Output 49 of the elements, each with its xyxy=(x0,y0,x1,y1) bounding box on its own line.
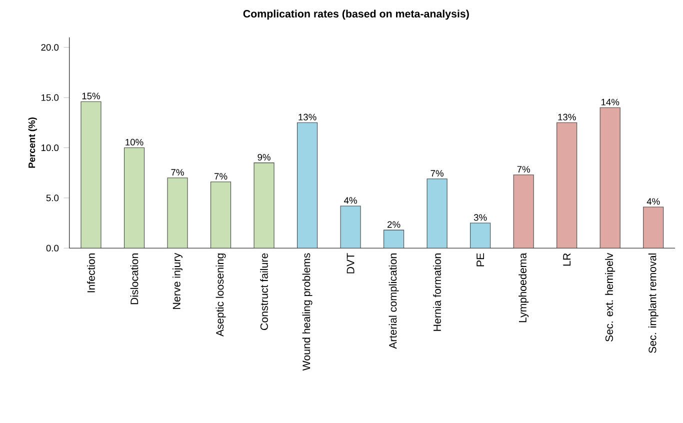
x-tick-label: Wound healing problems xyxy=(302,253,312,371)
bar xyxy=(210,182,232,248)
bar xyxy=(426,178,448,248)
x-tick-label: DVT xyxy=(346,253,354,274)
bar xyxy=(643,206,664,248)
data-label: 7% xyxy=(214,173,228,180)
x-tick-label: Arterial complication xyxy=(388,254,399,349)
data-label: 7% xyxy=(430,170,444,177)
x-tick-label: LR xyxy=(563,253,571,266)
bar xyxy=(124,148,145,248)
data-label: 13% xyxy=(558,114,576,120)
y-tick-label: 10.0 xyxy=(42,144,59,152)
bar xyxy=(556,122,578,248)
bar xyxy=(297,122,318,248)
data-label: 14% xyxy=(601,98,620,106)
y-tick-label: 5.0 xyxy=(46,194,59,202)
bar xyxy=(167,178,188,248)
y-axis-title: Percent (%) xyxy=(28,118,37,168)
y-tick-label: 15.0 xyxy=(42,94,59,101)
bar xyxy=(254,162,274,248)
bar xyxy=(340,206,361,248)
chart-title: Complication rates (based on meta-analysis) xyxy=(243,10,469,20)
data-label: 9% xyxy=(258,154,270,161)
x-tick-label: Construct failure xyxy=(260,253,268,330)
x-tick-label: Nerve injury xyxy=(172,252,182,309)
data-label: 4% xyxy=(646,198,660,205)
data-label: 4% xyxy=(344,197,357,204)
x-tick-label: Sec. ext. hemipelv xyxy=(605,252,616,342)
x-tick-label: Infection xyxy=(87,254,95,292)
data-label: 2% xyxy=(388,221,400,228)
data-label: 13% xyxy=(298,114,316,120)
x-tick-label: Dislocation xyxy=(130,254,138,304)
y-tick-label: 20.0 xyxy=(41,44,59,51)
data-label: 15% xyxy=(82,92,100,100)
data-label: 7% xyxy=(517,166,530,173)
bar xyxy=(80,101,102,248)
data-label: 3% xyxy=(474,214,487,221)
bar xyxy=(600,107,620,248)
x-tick-label: Hernia formation xyxy=(433,254,441,331)
bar xyxy=(384,230,404,248)
x-tick-label: Sec. implant removal xyxy=(648,254,658,354)
x-tick-label: Aseptic loosening xyxy=(216,254,226,337)
x-tick-label: Lymphoedema xyxy=(518,252,529,322)
x-tick-label: PE xyxy=(476,253,484,266)
bar xyxy=(513,174,534,248)
data-label: 10% xyxy=(126,138,144,146)
y-tick-label: 0.0 xyxy=(46,244,59,252)
data-label: 7% xyxy=(171,169,184,176)
bar xyxy=(470,222,491,248)
